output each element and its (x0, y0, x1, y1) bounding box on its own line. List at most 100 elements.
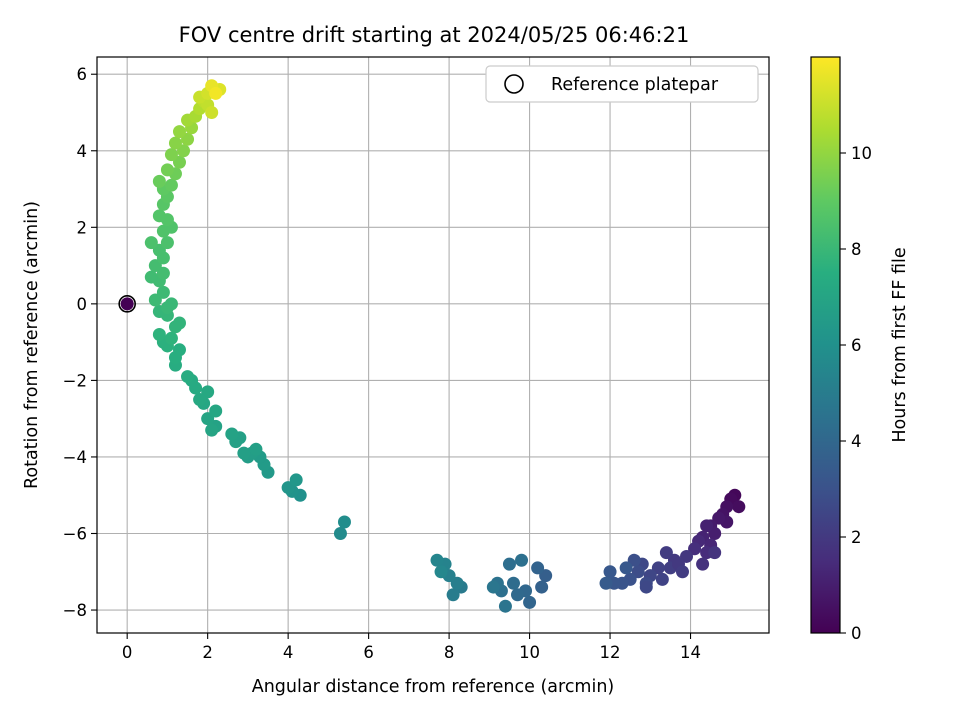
data-point (515, 553, 529, 567)
data-point (535, 580, 549, 594)
legend-box (485, 65, 759, 103)
y-tick-label: 4 (77, 142, 88, 161)
data-point (181, 370, 195, 384)
data-point (148, 293, 162, 307)
grid-lines (97, 57, 769, 633)
x-tick-label: 0 (122, 643, 133, 662)
legend: Reference platepar (485, 65, 759, 103)
y-tick-label: −8 (63, 601, 87, 620)
x-tick-label: 12 (600, 643, 621, 662)
data-point (156, 266, 170, 280)
data-point (627, 553, 641, 567)
data-point (148, 259, 162, 273)
data-point (160, 163, 174, 177)
data-point (172, 316, 186, 330)
data-point (289, 473, 303, 487)
data-point (181, 132, 195, 146)
data-point (201, 412, 215, 426)
y-tick-label: 0 (77, 295, 88, 314)
reference-platepar-marker (118, 295, 136, 313)
colorbar-tick-label: 6 (851, 336, 862, 355)
data-point (160, 236, 174, 250)
data-point (193, 393, 207, 407)
data-point (659, 546, 673, 560)
colorbar-label: Hours from first FF file (890, 247, 910, 442)
x-axis-ticks: 0 2 4 6 8 10 12 14 (122, 633, 701, 662)
data-point (502, 557, 516, 571)
data-point (144, 270, 158, 284)
data-point (603, 565, 617, 579)
data-point (732, 500, 746, 514)
y-axis-label: Rotation from reference (arcmin) (22, 201, 42, 489)
data-point (152, 209, 166, 223)
data-point (281, 481, 295, 495)
data-point (434, 565, 448, 579)
y-tick-label: 6 (77, 65, 88, 84)
plot-frame (96, 56, 770, 634)
colorbar-tick-label: 0 (851, 624, 862, 643)
data-point (164, 178, 178, 192)
data-point (708, 526, 722, 540)
data-point (152, 174, 166, 188)
data-point (712, 511, 726, 525)
data-point (708, 546, 722, 560)
data-point (430, 553, 444, 567)
colorbar-tick-label: 10 (851, 144, 872, 163)
data-point (486, 580, 500, 594)
data-point (168, 136, 182, 150)
colorbar-tick-label: 2 (851, 528, 862, 547)
x-tick-label: 8 (444, 643, 455, 662)
colorbar (810, 56, 841, 634)
data-point (237, 446, 251, 460)
x-tick-label: 14 (680, 643, 701, 662)
y-axis-ticks: −8 −6 −4 −2 0 2 4 6 (63, 65, 97, 620)
y-tick-label: 2 (77, 218, 88, 237)
x-axis-label: Angular distance from reference (arcmin) (252, 677, 615, 697)
data-point (651, 561, 665, 575)
data-point (160, 301, 174, 315)
reference-point (120, 297, 134, 311)
legend-marker (504, 74, 524, 94)
data-point (531, 561, 545, 575)
data-point (639, 580, 653, 594)
data-point (164, 148, 178, 162)
data-point (152, 243, 166, 257)
data-point (205, 423, 219, 437)
x-tick-label: 10 (519, 643, 540, 662)
data-point (172, 343, 186, 357)
x-tick-label: 4 (283, 643, 294, 662)
data-point (539, 569, 553, 583)
data-point (172, 155, 186, 169)
data-point (152, 327, 166, 341)
data-point (225, 427, 239, 441)
data-point (164, 331, 178, 345)
data-point (337, 515, 351, 529)
data-point (201, 385, 215, 399)
data-point (156, 285, 170, 299)
colorbar-tick-label: 4 (851, 432, 862, 451)
data-point (696, 557, 710, 571)
x-tick-label: 2 (202, 643, 213, 662)
data-point (209, 86, 223, 100)
colorbar-ticks: 0 2 4 6 8 10 (840, 144, 872, 643)
colorbar-tick-label: 8 (851, 240, 862, 259)
data-point (205, 105, 219, 119)
data-point (249, 442, 263, 456)
y-tick-label: −2 (63, 371, 87, 390)
x-tick-label: 6 (363, 643, 374, 662)
chart-title: FOV centre drift starting at 2024/05/25 … (179, 23, 690, 47)
legend-entry: Reference platepar (551, 75, 719, 95)
data-point (511, 588, 525, 602)
y-tick-label: −6 (63, 524, 87, 543)
data-point (688, 542, 702, 556)
data-point (450, 576, 464, 590)
data-point (675, 565, 689, 579)
data-point (680, 549, 694, 563)
data-point (619, 561, 633, 575)
data-point (446, 588, 460, 602)
data-point (523, 595, 537, 609)
data-point (172, 125, 186, 139)
data-point (599, 576, 613, 590)
data-point (498, 599, 512, 613)
